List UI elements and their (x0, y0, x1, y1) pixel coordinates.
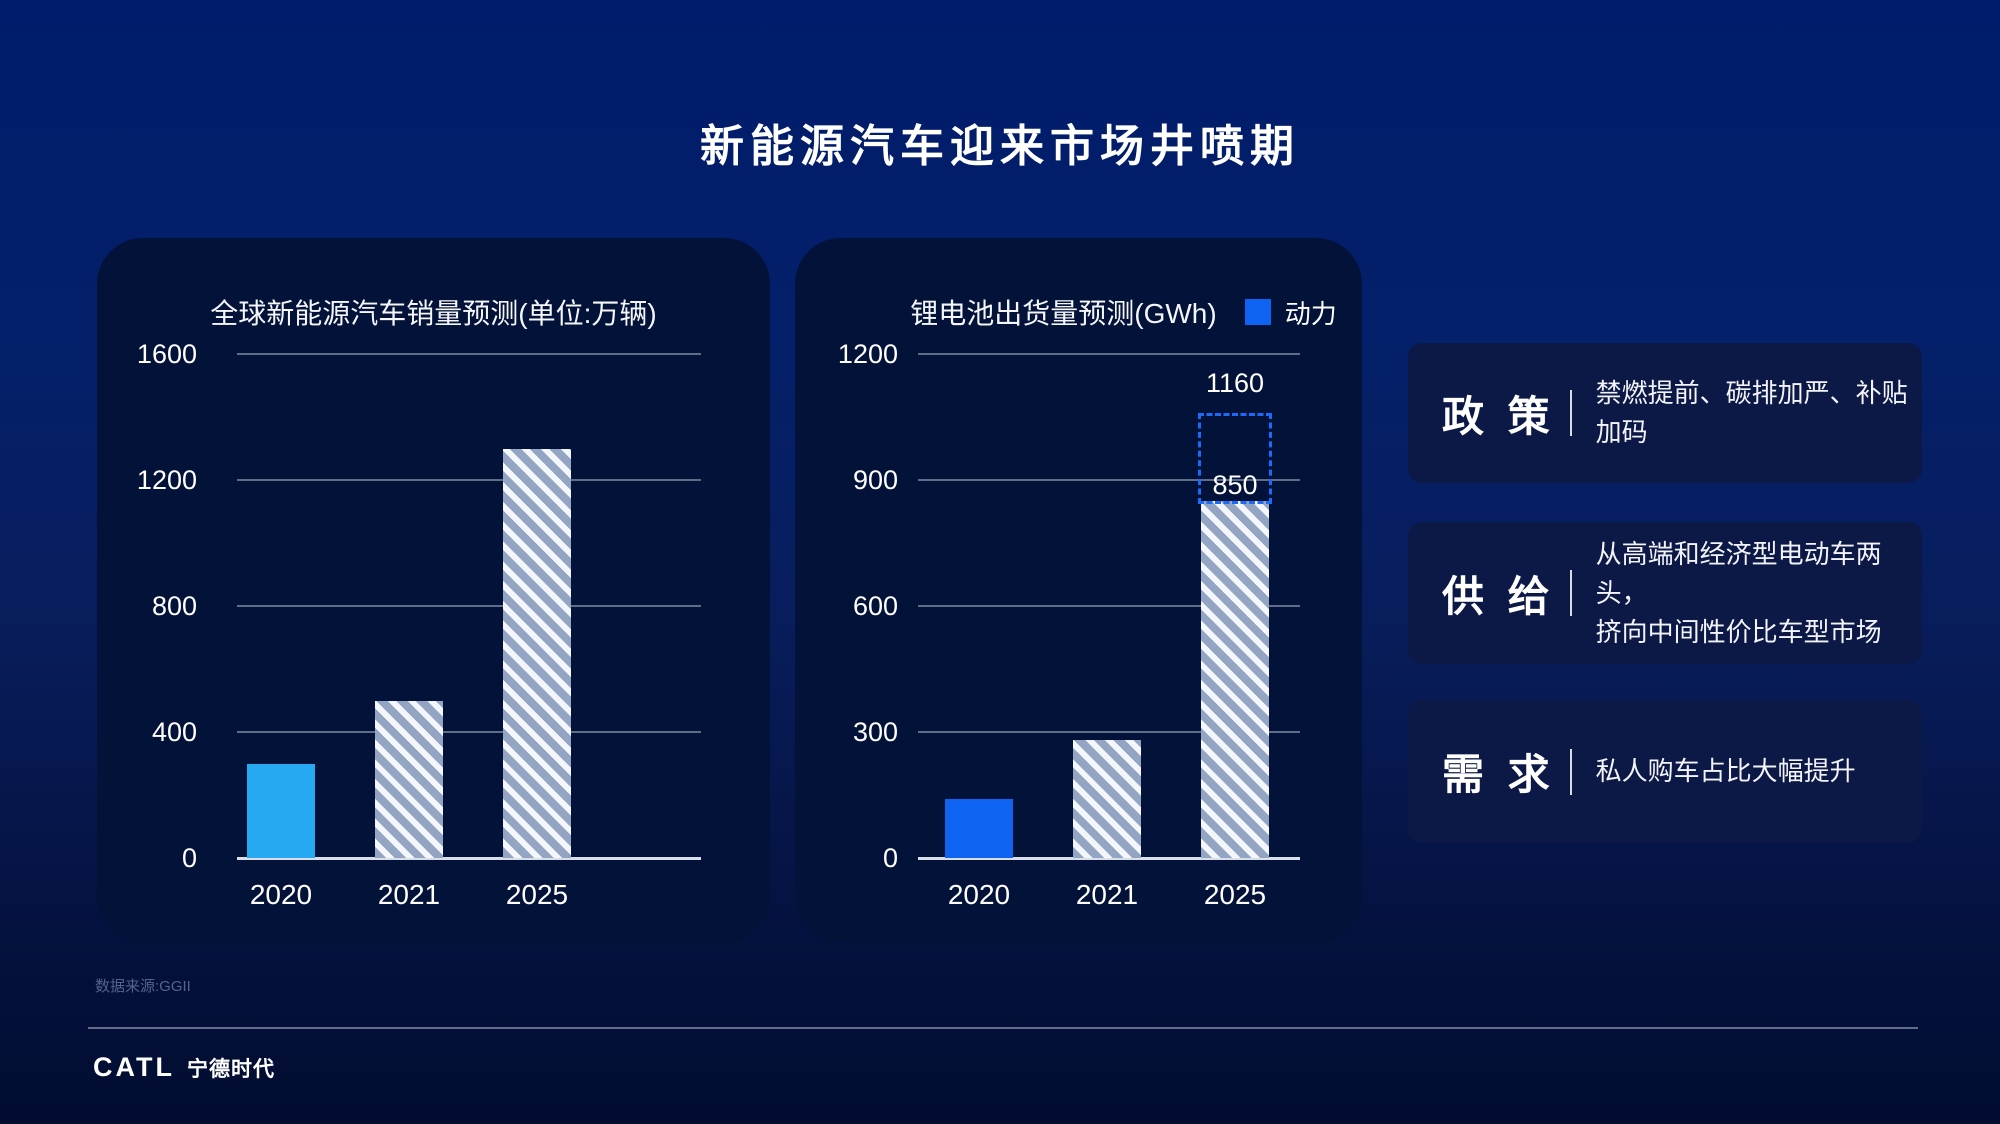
bar-2020 (945, 799, 1013, 858)
x-category-label: 2025 (1203, 879, 1267, 910)
factor-text-line: 挤向中间性价比车型市场 (1595, 616, 1882, 647)
y-tick-label: 400 (151, 717, 197, 747)
battery-shipment-chart-panel: 锂电池出货量预测(GWh) 动力 0 300 600 900 1200 2020 2021 2… (795, 238, 1362, 943)
nev-sales-chart-title: 全球新能源汽车销量预测(单位:万辆) (210, 298, 657, 329)
bar-2021 (375, 700, 443, 858)
factor-heading-demand: 需 求 (1442, 751, 1556, 798)
y-tick-label: 0 (181, 843, 197, 873)
projection-top-label: 1160 (1205, 367, 1265, 398)
factor-text-line: 私人购车占比大幅提升 (1595, 756, 1856, 786)
legend-color-swatch-icon (1244, 299, 1271, 325)
battery-shipment-chart-header: 锂电池出货量预测(GWh) 动力 (795, 294, 1362, 330)
bar-2025 (503, 448, 571, 858)
projection-dashed-box (1198, 412, 1272, 504)
factor-text-line: 从高端和经济型电动车两头， (1595, 538, 1882, 608)
footer-divider (88, 1027, 1918, 1029)
gridline (237, 731, 701, 733)
y-tick-label: 1600 (136, 339, 197, 369)
factor-text-demand: 私人购车占比大幅提升 (1596, 752, 1856, 791)
y-tick-label: 900 (852, 465, 898, 495)
gridline (237, 605, 701, 607)
legend-label: 动力 (1284, 298, 1337, 329)
gridline (918, 731, 1300, 733)
factor-heading-supply: 供 给 (1442, 572, 1556, 620)
x-category-label: 2025 (505, 879, 569, 910)
nev-sales-chart-panel: 全球新能源汽车销量预测(单位:万辆) 0 400 800 1200 1600 2020 20… (97, 238, 770, 943)
factor-divider (1569, 390, 1572, 436)
bar-2020 (247, 763, 315, 858)
factor-divider (1569, 748, 1572, 795)
page-title: 新能源汽车迎来市场井喷期 (700, 122, 1300, 171)
x-category-label: 2021 (1075, 879, 1139, 910)
legend: 动力 (1244, 294, 1337, 331)
factor-text-supply: 从高端和经济型电动车两头， 挤向中间性价比车型市场 (1596, 535, 1922, 652)
bar-2025 (1201, 501, 1269, 858)
catl-logo-chinese: 宁德时代 (186, 1057, 275, 1081)
gridline (918, 605, 1300, 607)
x-category-label: 2021 (377, 879, 441, 910)
factor-divider (1569, 570, 1572, 616)
y-tick-label: 800 (151, 591, 197, 621)
x-category-label: 2020 (249, 879, 313, 910)
gridline (918, 353, 1300, 355)
catl-logo: CATL 宁德时代 (93, 1052, 275, 1083)
factor-text-policy: 禁燃提前、碳排加严、补贴加码 (1596, 374, 1922, 452)
y-tick-label: 1200 (837, 339, 898, 369)
factor-text-line: 禁燃提前、碳排加严、补贴加码 (1595, 378, 1908, 447)
nev-sales-chart-header: 全球新能源汽车销量预测(单位:万辆) (97, 294, 770, 330)
x-axis-line (918, 857, 1300, 860)
y-tick-label: 300 (852, 717, 898, 747)
gridline (237, 353, 701, 355)
y-tick-label: 600 (852, 591, 898, 621)
x-axis-line (237, 857, 701, 860)
bar-value-label: 850 (1212, 470, 1258, 500)
gridline (237, 479, 701, 481)
x-category-label: 2020 (947, 879, 1011, 910)
bar-2021 (1073, 740, 1141, 858)
factor-panel-demand: 需 求 私人购车占比大幅提升 (1408, 700, 1922, 843)
factor-panel-policy: 政 策 禁燃提前、碳排加严、补贴加码 (1408, 343, 1922, 483)
catl-logo-wordmark: CATL (93, 1052, 175, 1082)
factor-heading-policy: 政 策 (1442, 392, 1556, 440)
battery-shipment-chart-title: 锂电池出货量预测(GWh) (910, 298, 1217, 329)
y-tick-label: 1200 (136, 465, 197, 495)
y-tick-label: 0 (882, 843, 898, 873)
data-source-note: 数据来源:GGII (95, 978, 191, 995)
factor-panel-supply: 供 给 从高端和经济型电动车两头， 挤向中间性价比车型市场 (1408, 522, 1922, 664)
gridline (918, 479, 1300, 481)
